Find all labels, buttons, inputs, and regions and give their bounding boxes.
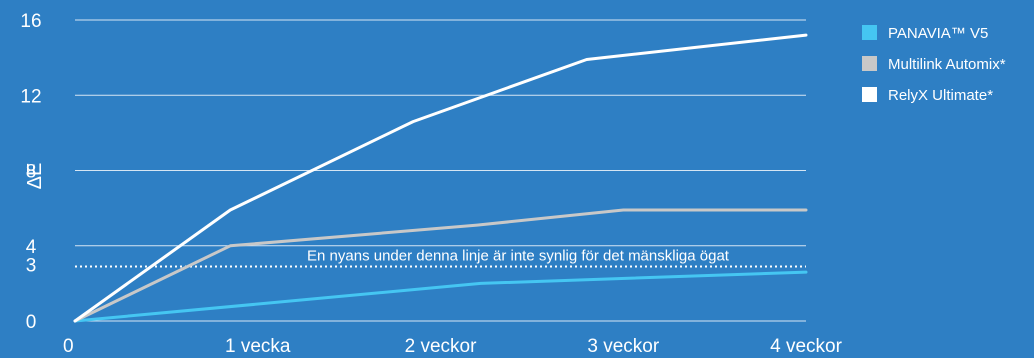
legend-swatch	[862, 56, 877, 71]
y-tick-label: 12	[20, 86, 41, 107]
legend-label: RelyX Ultimate*	[888, 87, 993, 104]
y-tick-label: 4	[26, 237, 37, 258]
x-tick-label: 0	[63, 336, 74, 357]
legend-label: PANAVIA™ V5	[888, 25, 988, 42]
x-tick-label: 3 veckor	[587, 336, 659, 357]
y-tick-label: 8	[26, 162, 37, 183]
y-tick-label: 0	[26, 312, 37, 333]
legend-label: Multilink Automix*	[888, 56, 1006, 73]
gridlines	[75, 19, 806, 322]
x-tick-label: 4 veckor	[770, 336, 842, 357]
x-tick-labels: 0 1 vecka 2 veckor 3 veckor 4 veckor	[63, 336, 843, 357]
x-tick-label: 2 veckor	[405, 336, 477, 357]
x-tick-label: 1 vecka	[225, 336, 291, 357]
series-line-2	[73, 33, 808, 323]
threshold: En nyans under denna linje är inte synli…	[75, 247, 806, 268]
legend-swatch	[862, 25, 877, 40]
legend: PANAVIA™ V5 Multilink Automix* RelyX Ultim…	[862, 25, 1006, 104]
legend-swatch	[862, 87, 877, 102]
y-tick-labels: 0 34 8 12 16	[20, 11, 41, 333]
series-lines	[73, 33, 808, 323]
y-tick-label: 3	[26, 256, 37, 277]
threshold-annotation: En nyans under denna linje är inte synli…	[307, 247, 730, 264]
series-line-1	[73, 208, 808, 323]
y-tick-label: 16	[20, 11, 41, 32]
series-line-0	[73, 270, 808, 323]
y-axis-title: ΔE	[24, 163, 46, 190]
